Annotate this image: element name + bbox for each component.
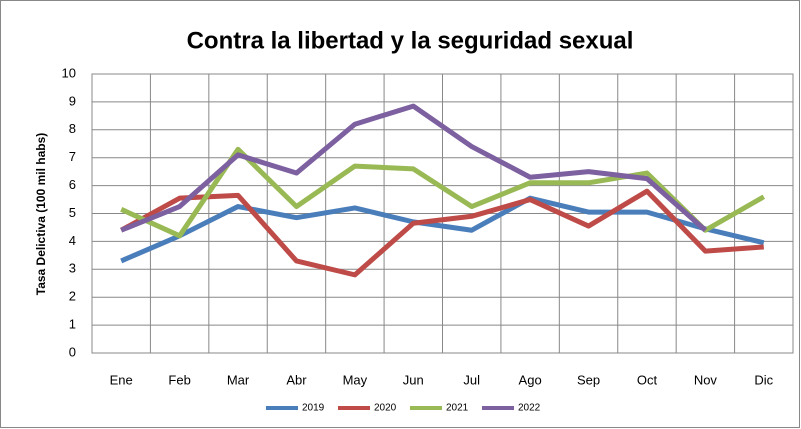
y-tick-label: 10 xyxy=(62,65,76,80)
chart-title: Contra la libertad y la seguridad sexual xyxy=(187,27,634,54)
legend-label: 2022 xyxy=(518,403,541,414)
series-line xyxy=(120,195,765,264)
x-tick-label: Jun xyxy=(403,372,424,387)
x-tick-label: Dic xyxy=(754,372,773,387)
x-tick-label: Mar xyxy=(227,372,250,387)
legend-label: 2020 xyxy=(374,403,397,414)
y-tick-label: 6 xyxy=(69,177,76,192)
y-tick-label: 7 xyxy=(69,149,76,164)
x-tick-label: Jul xyxy=(463,372,480,387)
y-tick-label: 2 xyxy=(69,289,76,304)
x-tick-label: Ago xyxy=(519,372,542,387)
y-tick-label: 3 xyxy=(69,261,76,276)
x-tick-label: Feb xyxy=(168,372,190,387)
legend-label: 2021 xyxy=(446,403,469,414)
y-tick-label: 0 xyxy=(69,344,76,359)
y-tick-label: 4 xyxy=(69,233,76,248)
x-tick-label: Sep xyxy=(577,372,600,387)
series-line xyxy=(120,103,708,233)
y-axis-label: Tasa Delictiva (100 mil habs) xyxy=(34,133,48,296)
series-line xyxy=(120,188,764,278)
y-tick-label: 1 xyxy=(69,317,76,332)
legend-label: 2019 xyxy=(302,403,325,414)
x-tick-label: May xyxy=(343,372,368,387)
x-tick-label: Ene xyxy=(110,372,133,387)
y-tick-label: 8 xyxy=(69,121,76,136)
y-tick-label: 5 xyxy=(69,205,76,220)
x-tick-label: Oct xyxy=(637,372,658,387)
x-tick-label: Nov xyxy=(694,372,718,387)
y-tick-label: 9 xyxy=(69,93,76,108)
x-tick-label: Abr xyxy=(286,372,307,387)
